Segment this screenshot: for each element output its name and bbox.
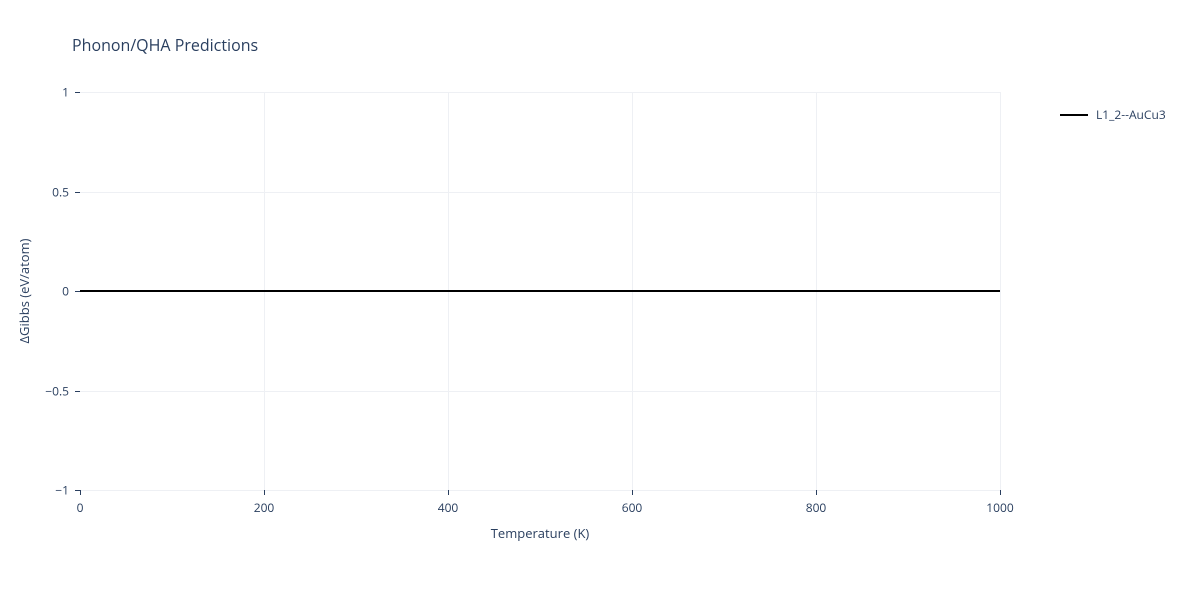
y-tick-mark [75,490,80,491]
x-tick-mark [1000,490,1001,495]
y-axis-title: ΔGibbs (eV/atom) [15,239,33,344]
plot-area[interactable] [80,92,1000,490]
y-tick-label: −1 [55,482,69,499]
legend[interactable]: L1_2--AuCu3 [1060,106,1166,123]
x-gridline [1000,92,1001,490]
x-tick-label: 600 [622,499,643,516]
y-gridline [80,490,1000,491]
x-tick-mark [80,490,81,495]
legend-swatch[interactable] [1060,114,1088,116]
y-tick-mark [75,92,80,93]
x-tick-mark [816,490,817,495]
x-tick-label: 1000 [986,499,1013,516]
y-tick-label: 1 [62,84,69,101]
y-tick-label: −0.5 [45,382,69,399]
x-tick-mark [264,490,265,495]
x-tick-mark [448,490,449,495]
x-tick-label: 800 [806,499,827,516]
y-gridline [80,92,1000,93]
y-tick-mark [75,192,80,193]
x-tick-label: 0 [77,499,84,516]
legend-label[interactable]: L1_2--AuCu3 [1096,106,1166,123]
x-axis-title: Temperature (K) [491,524,590,542]
y-tick-label: 0.5 [52,183,69,200]
y-tick-mark [75,391,80,392]
y-gridline [80,391,1000,392]
y-gridline [80,192,1000,193]
chart-root: Phonon/QHA Predictions 0 200 400 600 800 1000… [0,0,1200,600]
chart-title: Phonon/QHA Predictions [72,34,258,56]
y-tick-label: 0 [62,283,69,300]
y-tick-mark [75,291,80,292]
x-tick-mark [632,490,633,495]
x-tick-label: 200 [254,499,275,516]
x-tick-label: 400 [438,499,459,516]
